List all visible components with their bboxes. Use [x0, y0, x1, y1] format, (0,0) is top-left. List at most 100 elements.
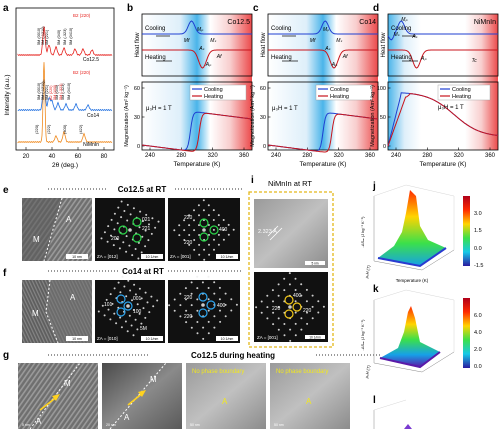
- mt-xtick-label: 320: [334, 153, 345, 159]
- mt-heating-curve: [141, 112, 253, 152]
- phase-label-a: A: [66, 215, 72, 224]
- cooling-annotation: Cooling: [391, 26, 411, 32]
- heating-frame-3: [186, 363, 266, 429]
- diffraction-spot: [144, 291, 147, 294]
- diffraction-spot: [144, 316, 147, 319]
- xrd-pattern-1: [17, 79, 113, 112]
- diffraction-spot: [203, 248, 206, 251]
- diffraction-spot: [300, 317, 303, 320]
- diffraction-spot: [124, 320, 127, 323]
- svg-text:-ΔSₘ (J kg⁻¹ K⁻¹): -ΔSₘ (J kg⁻¹ K⁻¹): [360, 319, 365, 351]
- diffraction-spot: [103, 231, 106, 234]
- panel-k-surface: k -ΔSₘ (J kg⁻¹ K⁻¹) μ₀H (T) 6.0 4.0 2.0 …: [360, 284, 482, 379]
- legend-cooling: Cooling: [330, 87, 349, 93]
- xrd-peak-label: 5M (-323): [59, 83, 63, 100]
- xrd-xticks: 20 40 60 80: [23, 147, 108, 160]
- svg-text:220: 220: [184, 314, 193, 320]
- svg-text:10 nm: 10 nm: [72, 255, 82, 259]
- diffraction-spot: [202, 326, 205, 329]
- diffraction-spot: [132, 309, 135, 311]
- diffraction-spot: [138, 287, 141, 290]
- spot-circle: [206, 300, 216, 310]
- diffraction-spot: [283, 277, 286, 280]
- diffraction-spot: [138, 312, 141, 315]
- diffraction-spot: [138, 226, 141, 229]
- diffraction-spot: [196, 321, 199, 323]
- diffraction-spot: [183, 229, 186, 232]
- xrd-peak-label: 5M (040): [55, 84, 59, 100]
- diffraction-spot: [126, 304, 130, 308]
- xrd-legend-top: B2 (220): [73, 13, 91, 18]
- panel-letter-c: c: [253, 3, 259, 14]
- diffraction-spot: [131, 254, 134, 257]
- transition-label: Mf: [184, 38, 190, 44]
- svg-text:0.0: 0.0: [474, 246, 482, 252]
- diffraction-spot: [212, 219, 215, 221]
- svg-text:ZA = [012]: ZA = [012]: [97, 254, 118, 259]
- diffraction-spot: [125, 295, 128, 298]
- phase-label-m: M: [33, 235, 40, 244]
- spot-circle: [118, 225, 128, 235]
- diffraction-spot: [113, 212, 116, 215]
- diffraction-spot: [230, 298, 233, 301]
- diffraction-spot: [288, 305, 292, 309]
- diffraction-spot: [127, 279, 130, 282]
- heating-annotation: Heating: [145, 55, 166, 61]
- diffraction-spot: [131, 299, 133, 302]
- diffraction-spot: [196, 298, 199, 301]
- panel-c-co14: c Heat flow Magnetization (Am² kg⁻¹) Temper…: [250, 3, 379, 168]
- xrd-xtick-label: 80: [101, 154, 108, 160]
- diffraction-spot: [305, 300, 308, 303]
- diffraction-spot: [230, 309, 233, 312]
- panel-e-tem: e Co12.5 at RT A M 10 nm 021 221 200 ZA …: [3, 185, 242, 262]
- diffraction-spot: [272, 323, 275, 326]
- xrd-sample-mid: Co14: [87, 113, 99, 119]
- diffraction-spot: [219, 309, 221, 312]
- diffraction-spot: [207, 275, 210, 278]
- diffraction-spot: [129, 289, 132, 292]
- diffraction-spot: [193, 239, 196, 241]
- transition-label: Mₛ: [210, 38, 216, 44]
- diffraction-spot: [212, 209, 215, 212]
- diffraction-spot: [317, 311, 320, 314]
- diffraction-spot: [300, 328, 303, 331]
- diffraction-spot: [134, 248, 137, 250]
- diffraction-spot: [133, 283, 136, 286]
- xrd-peak-label: 5M (-1210): [41, 26, 45, 45]
- diffraction-spot: [140, 322, 143, 325]
- diffraction-spot: [260, 300, 263, 303]
- mt-xtick-label: 240: [271, 153, 282, 159]
- diffraction-spot: [219, 320, 222, 323]
- panel-i-header: NiMnIn at RT: [268, 179, 312, 188]
- xrd-xtick-label: 60: [75, 154, 82, 160]
- diffraction-spot: [188, 224, 191, 227]
- svg-text:221: 221: [142, 226, 151, 232]
- diffraction-spot: [129, 213, 132, 216]
- diffraction-spot: [202, 199, 205, 202]
- diffraction-spot: [128, 314, 131, 317]
- svg-text:220: 220: [184, 295, 193, 301]
- svg-text:220: 220: [184, 240, 193, 246]
- diffraction-spot: [107, 308, 110, 311]
- xrd-xlabel: 2θ (deg.): [52, 162, 78, 169]
- svg-text:101: 101: [104, 302, 113, 308]
- svg-text:10 1/nm: 10 1/nm: [221, 255, 234, 259]
- diffraction-spot: [306, 311, 308, 314]
- xrd-xtick-label: 20: [23, 154, 30, 160]
- diffraction-spot: [117, 206, 120, 209]
- diffraction-spot: [224, 303, 227, 306]
- diffraction-spot: [193, 229, 196, 232]
- diffraction-spot: [207, 332, 210, 335]
- diffraction-spot: [103, 314, 106, 317]
- diffraction-spot: [196, 309, 199, 312]
- panel-i-nimnin: i NiMnIn at RT 2.323 Å 5 nm 220 400 220 …: [248, 175, 334, 348]
- panel-letter-j: j: [372, 181, 376, 192]
- diffraction-spot: [126, 330, 129, 333]
- panel-letter-b: b: [127, 3, 133, 14]
- transition-label: Mf: [310, 38, 316, 44]
- svg-text:A: A: [124, 413, 130, 422]
- diffraction-spot: [152, 305, 155, 308]
- xrd-peak-label: 5M (0410): [69, 27, 73, 45]
- diffraction-spot: [202, 228, 206, 232]
- panel-letter-e: e: [3, 185, 9, 196]
